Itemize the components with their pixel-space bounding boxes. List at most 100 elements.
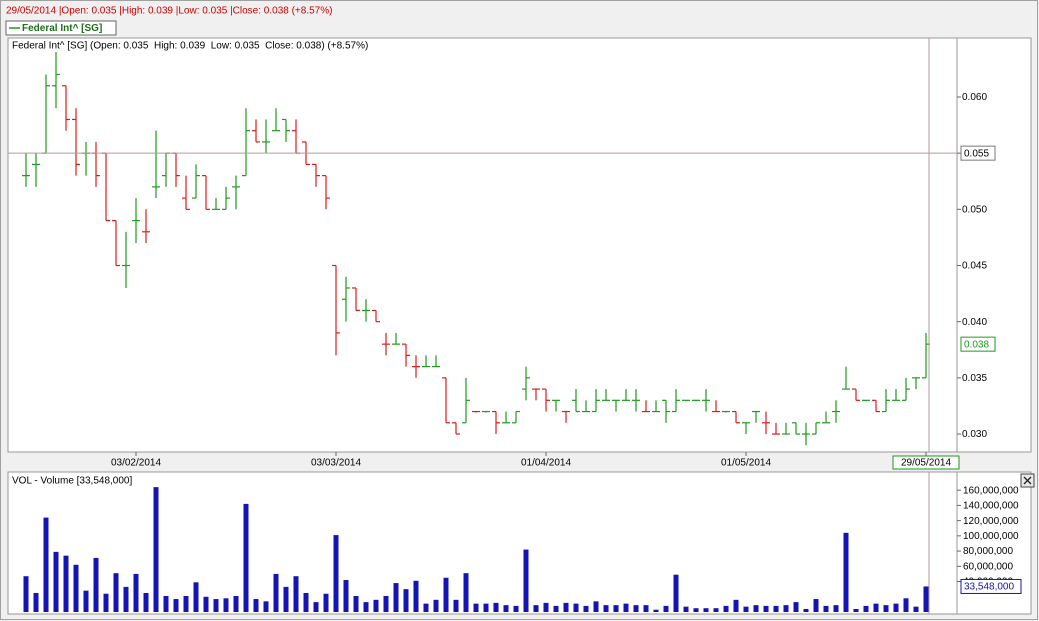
legend-label[interactable]: Federal Int^ [SG]: [22, 23, 102, 34]
x-tick-label: 03/02/2014: [111, 458, 161, 469]
y-tick-label: 0.050: [962, 204, 987, 215]
volume-bar: [293, 576, 299, 612]
volume-bar: [343, 580, 349, 612]
close-button[interactable]: [1020, 473, 1035, 488]
volume-bar: [93, 557, 99, 612]
y-tick-label: 120,000,000: [963, 516, 1019, 527]
volume-bar: [193, 582, 199, 612]
volume-bar: [763, 605, 769, 612]
volume-bar: [753, 605, 759, 612]
volume-bar: [473, 603, 479, 612]
volume-bar: [393, 583, 399, 612]
y-tick-label: 140,000,000: [963, 501, 1019, 512]
volume-bar: [113, 573, 119, 612]
last-price-label: 0.038: [964, 339, 989, 350]
y-tick-label: 0.040: [962, 317, 987, 328]
volume-bar: [373, 599, 379, 612]
x-tick-label: 03/03/2014: [311, 458, 361, 469]
volume-bar: [73, 564, 79, 612]
volume-bar: [433, 599, 439, 612]
volume-bar: [173, 599, 179, 612]
volume-bar: [413, 580, 419, 612]
volume-bar: [593, 601, 599, 612]
volume-bar: [453, 599, 459, 612]
price-axis-panel: [956, 37, 1032, 453]
volume-bar: [233, 596, 239, 612]
volume-bar: [53, 551, 59, 612]
y-tick-label: 160,000,000: [963, 485, 1019, 496]
volume-bar: [663, 605, 669, 612]
volume-bar: [893, 603, 899, 612]
volume-bar: [493, 602, 499, 612]
volume-bar: [43, 517, 49, 612]
volume-bar: [743, 606, 749, 612]
volume-bar: [693, 608, 699, 612]
last-price-box: [960, 336, 996, 352]
header-info: 29/05/2014 |Open: 0.035 |High: 0.039 |Lo…: [6, 6, 332, 17]
volume-bar: [313, 602, 319, 612]
y-tick-label: 80,000,000: [963, 546, 1013, 557]
volume-bar: [623, 603, 629, 612]
volume-bar: [813, 599, 819, 612]
x-tick-label: 29/05/2014: [901, 458, 951, 469]
volume-panel: [7, 471, 958, 615]
volume-bar: [683, 606, 689, 612]
volume-bar: [123, 586, 129, 612]
volume-bar: [533, 605, 539, 612]
volume-bar: [63, 555, 69, 612]
y-tick-label: 60,000,000: [963, 561, 1013, 572]
volume-bar: [563, 602, 569, 612]
volume-bar: [333, 535, 339, 612]
legend-box[interactable]: [5, 20, 117, 36]
volume-bar: [873, 603, 879, 612]
volume-bar: [263, 601, 269, 612]
price-panel: [7, 37, 958, 453]
volume-bar: [713, 608, 719, 612]
volume-bar: [353, 596, 359, 612]
volume-bar: [793, 602, 799, 612]
crosshair-label-box: [960, 145, 996, 161]
volume-bar: [653, 609, 659, 612]
volume-bar: [613, 605, 619, 612]
price-title: Federal Int^ [SG] (Open: 0.035 High: 0.0…: [12, 41, 368, 52]
volume-bar: [273, 573, 279, 612]
volume-bar: [913, 606, 919, 612]
volume-bar: [733, 599, 739, 612]
x-tick-label: 01/04/2014: [521, 458, 571, 469]
volume-bar: [833, 605, 839, 612]
volume-bar: [163, 596, 169, 612]
volume-bar: [213, 599, 219, 612]
volume-bar: [303, 592, 309, 612]
volume-bar: [633, 605, 639, 612]
volume-bar: [133, 573, 139, 612]
volume-bar: [883, 605, 889, 612]
volume-bar: [843, 532, 849, 612]
volume-bar: [283, 586, 289, 612]
volume-bar: [463, 573, 469, 612]
volume-bar: [243, 503, 249, 612]
volume-bar: [83, 590, 89, 612]
volume-bar: [103, 593, 109, 612]
volume-bar: [503, 605, 509, 612]
volume-bar: [483, 603, 489, 612]
y-tick-label: 100,000,000: [963, 531, 1019, 542]
volume-bar: [673, 574, 679, 612]
volume-bar: [723, 605, 729, 612]
y-tick-label: 0.030: [962, 429, 987, 440]
volume-bar: [253, 599, 259, 612]
volume-bar: [643, 605, 649, 612]
volume-bar: [203, 596, 209, 612]
volume-bar: [573, 603, 579, 612]
last-volume-label: 33,548,000: [964, 582, 1014, 593]
last-volume-box: [960, 578, 1022, 594]
volume-bar: [553, 605, 559, 612]
volume-bar: [423, 603, 429, 612]
volume-bar: [363, 602, 369, 612]
y-tick-label: 0.035: [962, 373, 987, 384]
volume-bar: [543, 602, 549, 612]
volume-bar: [783, 605, 789, 612]
volume-bar: [383, 596, 389, 612]
volume-bar: [323, 593, 329, 612]
x-tick-label: 01/05/2014: [721, 458, 771, 469]
